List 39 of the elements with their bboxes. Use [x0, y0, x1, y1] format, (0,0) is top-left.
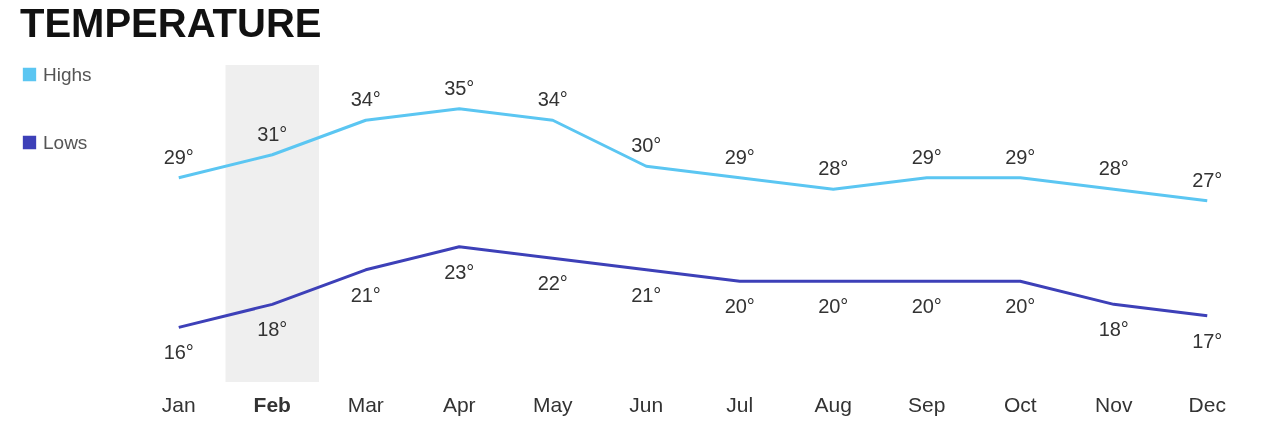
data-label: 17° — [1192, 329, 1223, 352]
data-label: 29° — [724, 145, 755, 168]
data-label: 20° — [911, 295, 942, 318]
x-tick-label: Dec — [1188, 392, 1226, 416]
legend-label: Lows — [43, 131, 88, 153]
data-label: 18° — [257, 318, 288, 341]
x-tick-label: Feb — [253, 392, 291, 416]
data-label: 21° — [631, 283, 662, 306]
data-label: 20° — [1005, 295, 1036, 318]
x-tick-label: Jun — [629, 392, 664, 416]
data-label: 30° — [631, 134, 662, 157]
data-label: 21° — [350, 283, 381, 306]
chart-title: TEMPERATURE — [20, 1, 322, 45]
data-label: 29° — [1005, 145, 1036, 168]
x-tick-label: Jan — [161, 392, 196, 416]
data-label: 22° — [537, 272, 568, 295]
data-label: 29° — [163, 145, 194, 168]
data-label: 29° — [911, 145, 942, 168]
data-label: 18° — [1098, 318, 1129, 341]
data-label: 34° — [537, 88, 568, 111]
x-tick-label: Sep — [908, 392, 946, 416]
data-label: 35° — [444, 76, 475, 99]
data-label: 23° — [444, 260, 475, 283]
data-label: 27° — [1192, 168, 1223, 191]
x-tick-label: Nov — [1095, 392, 1133, 416]
legend-label: Highs — [43, 63, 92, 85]
x-tick-label: Jul — [726, 392, 754, 416]
data-label: 28° — [1098, 157, 1129, 180]
data-label: 28° — [818, 157, 849, 180]
data-label: 34° — [350, 88, 381, 111]
x-tick-label: Mar — [347, 392, 384, 416]
x-tick-label: Oct — [1003, 392, 1037, 416]
x-tick-label: Apr — [442, 392, 476, 416]
data-label: 16° — [163, 341, 194, 364]
data-label: 20° — [818, 295, 849, 318]
data-label: 20° — [724, 295, 755, 318]
data-label: 31° — [257, 122, 288, 145]
x-tick-label: Aug — [814, 392, 852, 416]
x-tick-label: May — [532, 392, 574, 416]
